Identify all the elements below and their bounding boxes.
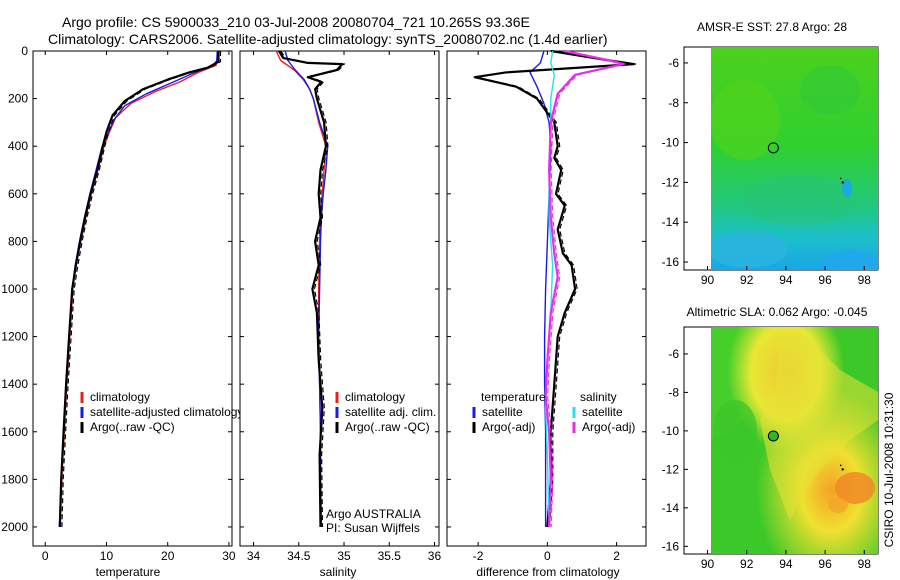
sla-field	[711, 327, 878, 554]
legend-label: Argo(..raw -QC)	[90, 420, 175, 434]
argo-note-line2: PI: Susan Wijffels	[326, 521, 420, 535]
map-y-tick-label: -12	[662, 462, 680, 476]
map-y-tick-label: -16	[662, 255, 680, 269]
figure-title-line2: Climatology: CARS2006. Satellite-adjuste…	[48, 31, 608, 47]
y-tick-label: 1400	[1, 377, 28, 391]
difference-xlabel: difference from climatology	[476, 565, 619, 579]
y-tick-label: 1800	[1, 472, 28, 486]
temperature-xlabel: temperature	[96, 565, 161, 579]
x-tick-label: 10	[100, 549, 114, 563]
legend-label: climatology	[90, 390, 150, 404]
difference-axes-frame	[446, 50, 647, 547]
map-y-tick-label: -10	[662, 136, 680, 150]
legend-label: satellite	[482, 405, 523, 419]
x-tick-label: 0	[42, 549, 49, 563]
reference-point	[841, 181, 844, 184]
y-tick-label: 1600	[1, 425, 28, 439]
legend-label: satellite	[582, 405, 623, 419]
map-y-tick-label: -6	[668, 347, 679, 361]
series-line-satellite-adj-clim-	[284, 50, 329, 528]
csiro-timestamp: CSIRO 10-Jul-2008 10:31:30	[882, 392, 896, 547]
series-line-adjusted	[280, 50, 346, 528]
map-x-tick-label: 92	[740, 273, 754, 287]
map-x-tick-label: 92	[740, 557, 754, 571]
salinity-xlabel: salinity	[320, 565, 357, 579]
legend-label: satellite-adjusted climatology	[90, 405, 243, 419]
map-x-tick-label: 98	[858, 557, 872, 571]
x-tick-label: 20	[161, 549, 175, 563]
x-tick-label: 0	[544, 549, 551, 563]
map-x-tick-label: 96	[818, 557, 832, 571]
series-line-adjusted	[546, 50, 626, 528]
sla-map-panel: Altimetric SLA: 0.062 Argo: -0.045 90 92 9…	[662, 305, 879, 571]
sst-field	[711, 47, 878, 270]
x-tick-label: -2	[473, 549, 484, 563]
x-tick-label: 30	[222, 549, 236, 563]
salinity-axes-frame	[239, 50, 440, 547]
temperature-axes-frame	[32, 50, 233, 547]
map-y-tick-label: -8	[668, 96, 679, 110]
y-tick-label: 600	[8, 187, 28, 201]
map-x-tick-label: 90	[701, 273, 715, 287]
map-x-tick-label: 94	[779, 273, 793, 287]
y-tick-label: 200	[8, 92, 28, 106]
argo-location-marker	[767, 430, 779, 442]
legend-title-salinity: salinity	[580, 390, 617, 404]
x-tick-label: 34	[247, 549, 261, 563]
y-tick-label: 1200	[1, 330, 28, 344]
argo-note-line1: Argo AUSTRALIA	[326, 507, 421, 521]
series-line-argo-raw-qc-	[277, 50, 344, 528]
x-tick-label: 35	[337, 549, 351, 563]
map-y-tick-label: -14	[662, 215, 680, 229]
sst-map-panel: AMSR-E SST: 27.8 Argo: 28 90 92 94 96 98 -6 -8…	[662, 20, 879, 287]
legend-label: satellite adj. clim.	[345, 405, 436, 419]
legend-title-temperature: temperature	[481, 390, 546, 404]
temperature-panel: 0 10 20 30 0 200 400 600 800 1000 1200 1400 1600 1800…	[1, 44, 243, 579]
reference-point	[841, 468, 844, 471]
y-tick-label: 2000	[1, 520, 28, 534]
map-y-tick-label: -16	[662, 539, 680, 553]
series-line-argo-raw-qc-	[58, 51, 220, 528]
sst-map-title: AMSR-E SST: 27.8 Argo: 28	[697, 20, 847, 34]
series-line-salinity-argo-adj-	[544, 49, 625, 528]
y-tick-label: 1000	[1, 282, 28, 296]
map-y-tick-label: -10	[662, 424, 680, 438]
map-x-tick-label: 90	[701, 557, 715, 571]
x-tick-label: 34.5	[287, 549, 311, 563]
series-line-adjusted	[61, 51, 222, 528]
argo-location-marker	[767, 142, 779, 154]
y-tick-label: 0	[21, 44, 28, 58]
legend-label: Argo(-adj)	[582, 420, 635, 434]
map-x-tick-label: 96	[818, 273, 832, 287]
reference-point	[839, 464, 842, 467]
map-x-tick-label: 98	[858, 273, 872, 287]
map-x-tick-label: 94	[779, 557, 793, 571]
series-line-salinity-satellite	[544, 50, 555, 528]
map-y-tick-label: -12	[662, 175, 680, 189]
x-tick-label: 36	[428, 549, 442, 563]
figure-title-line1: Argo profile: CS 5900033_210 03-Jul-2008…	[62, 14, 530, 30]
y-tick-label: 400	[8, 139, 28, 153]
difference-panel: -2 0 2 temperature salinitysatelliteArgo(-a…	[446, 49, 647, 579]
reference-point	[839, 177, 842, 180]
series-line-adjusted	[476, 50, 636, 528]
map-y-tick-label: -6	[668, 56, 679, 70]
map-y-tick-label: -14	[662, 501, 680, 515]
sla-map-title: Altimetric SLA: 0.062 Argo: -0.045	[687, 305, 868, 319]
map-y-tick-label: -8	[668, 385, 679, 399]
y-tick-label: 800	[8, 234, 28, 248]
x-tick-label: 2	[613, 549, 620, 563]
legend-label: climatology	[345, 390, 405, 404]
legend-label: Argo(-adj)	[482, 420, 535, 434]
legend-label: Argo(..raw -QC)	[345, 420, 430, 434]
x-tick-label: 35.5	[378, 549, 402, 563]
